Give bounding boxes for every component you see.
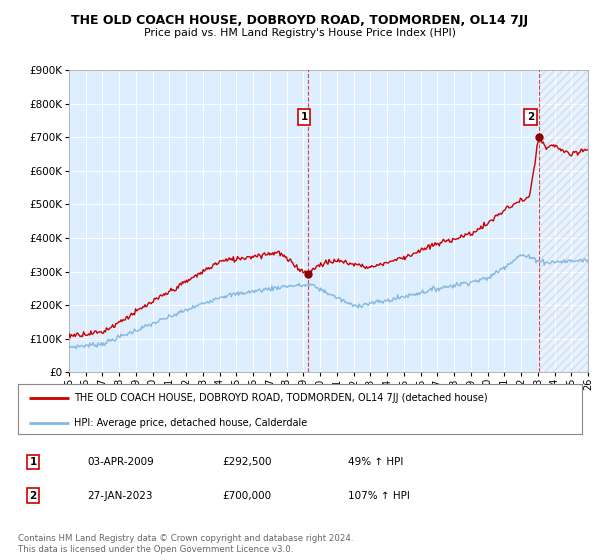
Text: 2: 2: [29, 491, 37, 501]
Text: 2: 2: [527, 112, 534, 122]
Text: 1: 1: [301, 112, 308, 122]
Text: THE OLD COACH HOUSE, DOBROYD ROAD, TODMORDEN, OL14 7JJ: THE OLD COACH HOUSE, DOBROYD ROAD, TODMO…: [71, 14, 529, 27]
Text: 107% ↑ HPI: 107% ↑ HPI: [348, 491, 410, 501]
Text: THE OLD COACH HOUSE, DOBROYD ROAD, TODMORDEN, OL14 7JJ (detached house): THE OLD COACH HOUSE, DOBROYD ROAD, TODMO…: [74, 393, 488, 403]
Text: Contains HM Land Registry data © Crown copyright and database right 2024.
This d: Contains HM Land Registry data © Crown c…: [18, 534, 353, 554]
Text: £292,500: £292,500: [222, 457, 271, 467]
Text: HPI: Average price, detached house, Calderdale: HPI: Average price, detached house, Cald…: [74, 418, 308, 428]
Text: Price paid vs. HM Land Registry's House Price Index (HPI): Price paid vs. HM Land Registry's House …: [144, 28, 456, 38]
Text: 03-APR-2009: 03-APR-2009: [87, 457, 154, 467]
Text: 1: 1: [29, 457, 37, 467]
Text: 27-JAN-2023: 27-JAN-2023: [87, 491, 152, 501]
Text: 49% ↑ HPI: 49% ↑ HPI: [348, 457, 403, 467]
Text: £700,000: £700,000: [222, 491, 271, 501]
